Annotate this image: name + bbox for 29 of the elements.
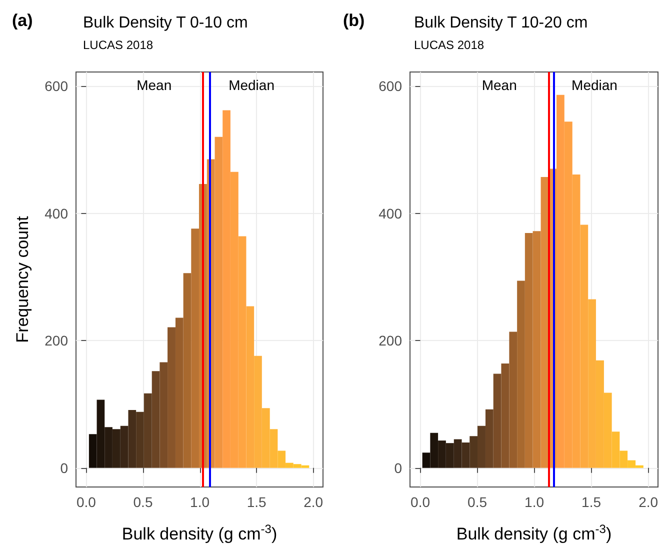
ref-line-label: Mean <box>482 77 517 93</box>
x-tick-label: 1.5 <box>246 494 267 510</box>
y-tick-label: 400 <box>44 205 68 222</box>
ref-line-label: Median <box>572 77 618 93</box>
text: (b) <box>343 11 365 30</box>
y-tick-label: 400 <box>378 205 402 222</box>
ref-line-label: Median <box>228 77 274 93</box>
x-tick-label: 2.0 <box>638 494 658 510</box>
x-tick-label: 1.0 <box>190 494 210 510</box>
y-axis-title: Frequency count <box>13 216 32 343</box>
y-tick-label: 0 <box>394 460 402 476</box>
x-tick-label: 0.0 <box>76 494 96 510</box>
x-tick-label: 1.0 <box>524 494 544 510</box>
x-tick-label: 0.5 <box>133 494 153 510</box>
x-tick-label: 1.5 <box>582 494 602 510</box>
y-tick-label: 600 <box>44 78 68 94</box>
text: (a) <box>12 11 33 30</box>
x-tick-label: 0.0 <box>410 494 430 510</box>
y-tick-label: 200 <box>378 332 402 349</box>
x-tick-label: 2.0 <box>304 494 324 510</box>
y-tick-label: 200 <box>44 332 68 349</box>
chart-subtitle: LUCAS 2018 <box>83 38 154 52</box>
ref-line-label: Mean <box>136 77 172 93</box>
chart-title: Bulk Density T 0-10 cm <box>83 14 248 32</box>
chart-title: Bulk Density T 10-20 cm <box>414 14 588 32</box>
chart-subtitle: LUCAS 2018 <box>414 38 484 52</box>
y-tick-label: 600 <box>378 78 402 94</box>
x-tick-label: 0.5 <box>468 494 488 510</box>
y-tick-label: 0 <box>60 460 68 476</box>
